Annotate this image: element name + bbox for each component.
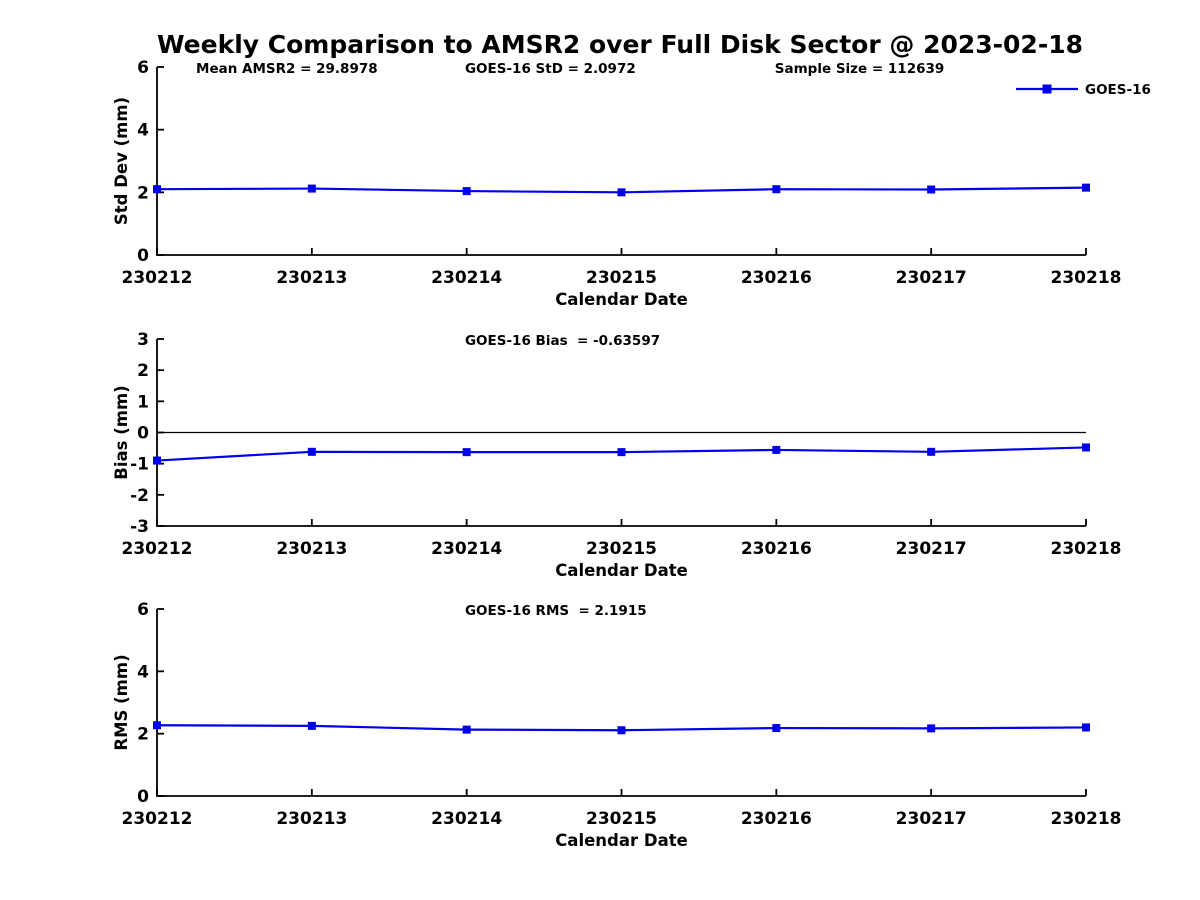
x-tick-label: 230216 [741, 809, 812, 829]
data-point-marker [617, 188, 626, 197]
stddev-annotation: Sample Size = 112639 [775, 61, 944, 77]
y-tick-label: 0 [137, 246, 149, 266]
y-tick-label: -2 [130, 486, 149, 506]
x-tick-label: 230215 [586, 539, 657, 559]
x-tick-label: 230216 [741, 268, 812, 288]
data-point-marker [307, 721, 316, 730]
x-axis-label: Calendar Date [555, 561, 688, 580]
y-tick-label: -1 [130, 455, 149, 475]
y-tick-label: 6 [137, 600, 149, 620]
data-point-marker [617, 726, 626, 735]
x-axis-label: Calendar Date [555, 831, 688, 850]
figure-title: Weekly Comparison to AMSR2 over Full Dis… [156, 30, 1083, 59]
rms-annotation: GOES-16 RMS = 2.1915 [465, 603, 647, 619]
x-tick-label: 230213 [276, 539, 347, 559]
x-tick-label: 230213 [276, 268, 347, 288]
data-point-marker [307, 447, 316, 456]
data-point-marker [1082, 723, 1090, 732]
data-point-marker [462, 187, 471, 196]
x-tick-label: 230212 [122, 809, 193, 829]
data-point-marker [772, 445, 781, 454]
y-axis-label: RMS (mm) [112, 654, 131, 750]
data-point-marker [462, 448, 471, 457]
data-point-marker [153, 721, 161, 730]
x-tick-label: 230214 [431, 539, 502, 559]
y-tick-label: 0 [137, 424, 149, 444]
x-tick-label: 230215 [586, 268, 657, 288]
y-tick-label: -3 [130, 517, 149, 537]
rms-chart: 0 2 4 6 230212 230213 230214 230215 230216 230217… [112, 600, 1121, 850]
y-tick-label: 2 [137, 183, 149, 203]
bias-annotation: GOES-16 Bias = -0.63597 [465, 333, 660, 349]
x-tick-label: 230218 [1051, 539, 1122, 559]
x-tick-label: 230217 [896, 809, 967, 829]
data-point-marker [153, 185, 161, 194]
data-point-marker [307, 184, 316, 193]
stddev-annotation: GOES-16 StD = 2.0972 [465, 61, 636, 77]
data-point-marker [772, 185, 781, 194]
y-tick-label: 4 [137, 662, 149, 682]
bias-chart: -3 -2 -1 0 1 2 3 230212 230213 230214 230215 230216… [112, 330, 1121, 580]
x-tick-label: 230212 [122, 268, 193, 288]
y-axis-label: Bias (mm) [112, 385, 131, 479]
x-tick-label: 230216 [741, 539, 812, 559]
x-tick-label: 230218 [1051, 809, 1122, 829]
y-tick-label: 0 [137, 787, 149, 807]
stddev-axes [156, 67, 1086, 256]
x-tick-label: 230217 [896, 268, 967, 288]
x-tick-label: 230215 [586, 809, 657, 829]
y-tick-label: 2 [137, 725, 149, 745]
data-point-marker [927, 724, 936, 733]
rms-axes [156, 609, 1086, 797]
y-tick-label: 6 [137, 58, 149, 78]
stddev-chart: 0 2 4 6 230212 230213 230214 230215 230216 230217… [112, 58, 1151, 309]
x-tick-label: 230214 [431, 268, 502, 288]
legend-label: GOES-16 [1085, 82, 1151, 98]
y-tick-label: 1 [137, 392, 149, 412]
legend: GOES-16 [1016, 82, 1151, 98]
data-point-marker [153, 456, 161, 465]
data-point-marker [1082, 443, 1090, 452]
y-tick-label: 2 [137, 361, 149, 381]
legend-marker [1042, 84, 1052, 94]
y-tick-label: 4 [137, 121, 149, 141]
data-point-marker [1082, 183, 1090, 192]
x-axis-label: Calendar Date [555, 290, 688, 309]
data-point-marker [927, 185, 936, 194]
data-point-marker [772, 724, 781, 733]
data-point-marker [927, 447, 936, 456]
x-tick-label: 230218 [1051, 268, 1122, 288]
y-tick-label: 3 [137, 330, 149, 350]
x-tick-label: 230213 [276, 809, 347, 829]
x-tick-label: 230212 [122, 539, 193, 559]
x-tick-label: 230217 [896, 539, 967, 559]
data-point-marker [462, 725, 471, 734]
y-axis-label: Std Dev (mm) [112, 97, 131, 225]
stddev-annotation: Mean AMSR2 = 29.8978 [196, 61, 378, 77]
data-point-marker [617, 448, 626, 457]
x-tick-label: 230214 [431, 809, 502, 829]
